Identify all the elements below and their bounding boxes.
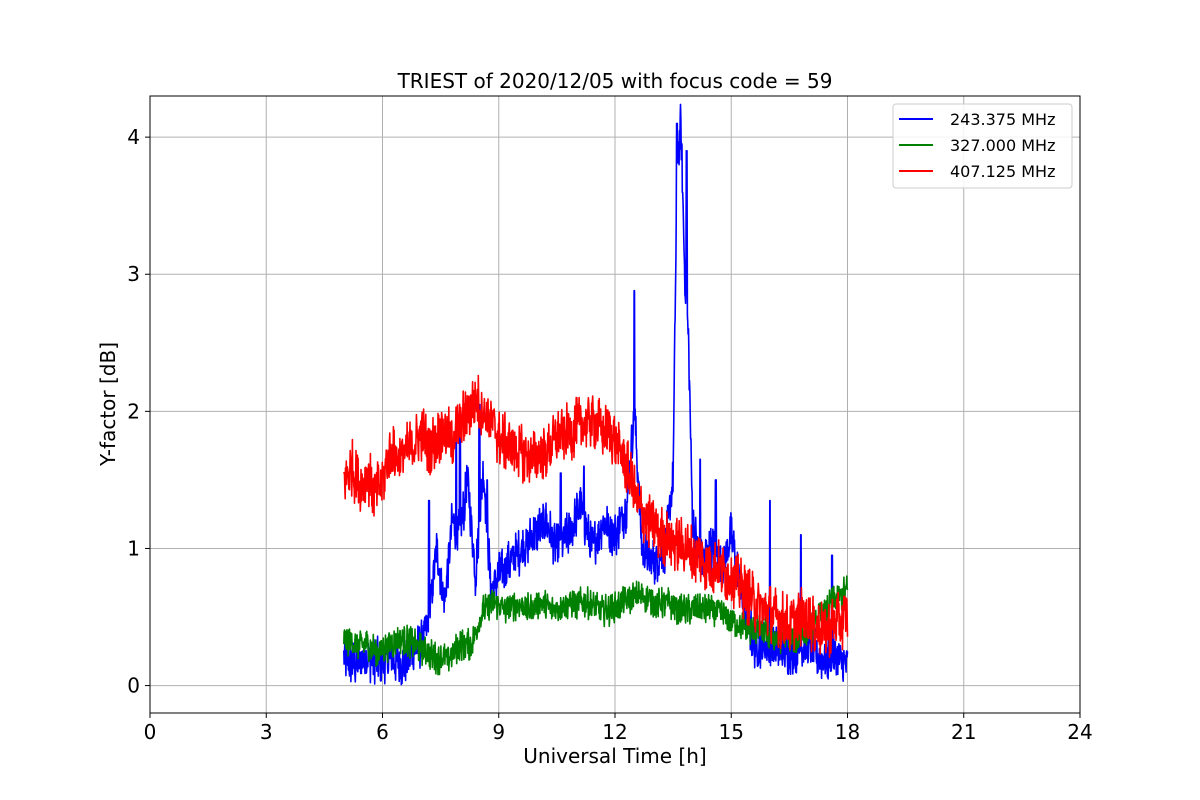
- legend-label-1: 327.000 MHz: [950, 136, 1055, 155]
- y-tick-label: 2: [127, 399, 140, 423]
- legend-label-2: 407.125 MHz: [950, 162, 1055, 181]
- x-tick-label: 21: [951, 720, 976, 744]
- series-line-1: [343, 575, 849, 676]
- x-tick-label: 12: [602, 720, 627, 744]
- x-axis-title: Universal Time [h]: [523, 744, 706, 768]
- series-layer: [343, 103, 849, 686]
- y-axis-title: Y-factor [dB]: [96, 342, 120, 467]
- y-tick-label: 4: [127, 125, 140, 149]
- y-tick-label: 3: [127, 262, 140, 286]
- y-tick-label: 0: [127, 674, 140, 698]
- x-tick-label: 6: [376, 720, 389, 744]
- legend-box: [892, 103, 1073, 189]
- chart-title: TRIEST of 2020/12/05 with focus code = 5…: [397, 69, 833, 93]
- x-tick-label: 9: [492, 720, 505, 744]
- x-tick-label: 0: [144, 720, 157, 744]
- y-tick-label: 1: [127, 536, 140, 560]
- x-tick-label: 15: [719, 720, 744, 744]
- x-tick-label: 3: [260, 720, 273, 744]
- x-tick-label: 24: [1067, 720, 1092, 744]
- legend-label-0: 243.375 MHz: [950, 110, 1055, 129]
- series-line-2: [343, 374, 849, 658]
- x-tick-label: 18: [835, 720, 860, 744]
- legend: 243.375 MHz 327.000 MHz 407.125 MHz: [892, 103, 1073, 189]
